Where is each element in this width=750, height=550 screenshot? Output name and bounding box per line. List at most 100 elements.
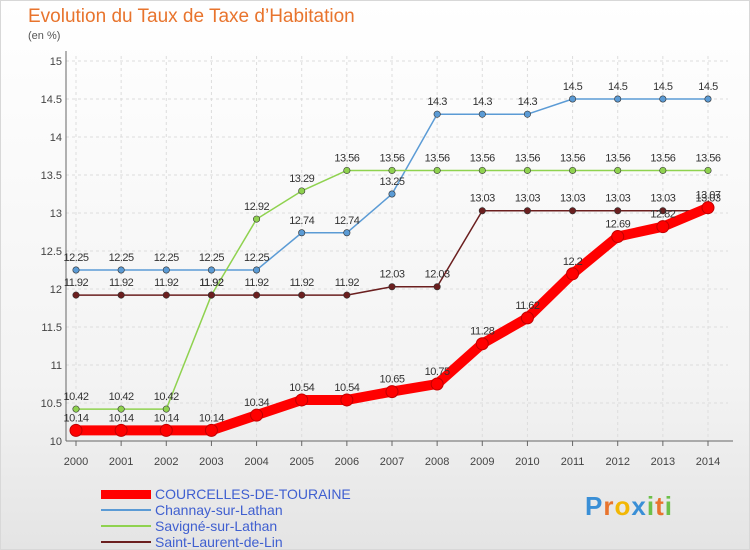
data-label: 10.14: [199, 412, 224, 424]
data-point: [659, 207, 667, 215]
data-point: [611, 230, 625, 244]
data-label: 14.3: [518, 96, 538, 108]
data-label: 13.03: [470, 193, 495, 205]
data-label: 13.56: [560, 152, 585, 164]
data-point: [659, 166, 667, 174]
legend-item: Savigné-sur-Lathan: [101, 518, 351, 534]
x-tick-label: 2014: [696, 456, 720, 468]
data-label: 14.5: [653, 81, 673, 93]
data-point: [204, 423, 218, 437]
data-point: [523, 166, 531, 174]
data-label: 12.03: [379, 269, 404, 281]
data-point: [298, 291, 306, 299]
data-point: [433, 283, 441, 291]
data-point: [343, 291, 351, 299]
data-point: [117, 405, 125, 413]
data-label: 13.03: [695, 193, 720, 205]
data-label: 13.56: [379, 152, 404, 164]
y-tick-label: 14: [50, 132, 62, 144]
data-point: [253, 291, 261, 299]
legend-label: Saint-Laurent-de-Lin: [155, 534, 283, 550]
data-label: 12.25: [154, 252, 179, 264]
data-point: [117, 291, 125, 299]
data-label: 12.69: [605, 219, 630, 231]
logo-letter: o: [614, 491, 632, 521]
data-point: [430, 377, 444, 391]
data-label: 13.07: [695, 190, 720, 202]
data-label: 13.03: [650, 193, 675, 205]
x-tick-label: 2013: [651, 456, 675, 468]
data-label: 13.03: [515, 193, 540, 205]
data-label: 13.56: [515, 152, 540, 164]
data-label: 14.3: [473, 96, 493, 108]
y-tick-label: 13.5: [41, 170, 62, 182]
data-point: [701, 201, 715, 215]
data-label: 13.03: [560, 193, 585, 205]
data-point: [478, 207, 486, 215]
data-label: 10.14: [154, 412, 179, 424]
data-label: 10.54: [289, 382, 314, 394]
data-label: 11.92: [154, 277, 179, 289]
data-label: 12.74: [334, 215, 359, 227]
y-tick-label: 11: [51, 360, 62, 372]
data-point: [72, 405, 80, 413]
data-label: 11.28: [470, 326, 495, 338]
data-label: 10.14: [63, 412, 88, 424]
data-point: [569, 95, 577, 103]
x-tick-label: 2007: [380, 456, 404, 468]
data-point: [523, 207, 531, 215]
data-label: 11.92: [199, 277, 224, 289]
data-point: [159, 423, 173, 437]
data-label: 10.75: [425, 366, 450, 378]
data-point: [385, 385, 399, 399]
y-tick-label: 15: [50, 56, 62, 68]
data-point: [298, 229, 306, 237]
data-label: 13.56: [470, 152, 495, 164]
data-point: [704, 95, 712, 103]
legend-item: COURCELLES-DE-TOURAINE: [101, 486, 351, 502]
data-point: [162, 266, 170, 274]
data-point: [298, 187, 306, 195]
data-point: [388, 190, 396, 198]
logo-letter: x: [631, 491, 647, 521]
x-tick-label: 2004: [244, 456, 268, 468]
data-label: 11.62: [515, 300, 540, 312]
y-tick-label: 12: [50, 284, 62, 296]
data-label: 13.03: [605, 193, 630, 205]
data-label: 11.92: [290, 277, 315, 289]
data-point: [433, 110, 441, 118]
legend-label: Savigné-sur-Lathan: [155, 518, 278, 534]
data-label: 13.56: [650, 152, 675, 164]
data-point: [207, 266, 215, 274]
logo-letter: r: [603, 491, 615, 521]
data-point: [566, 267, 580, 281]
data-label: 14.5: [608, 81, 628, 93]
data-label: 10.42: [109, 391, 134, 403]
x-tick-label: 2000: [64, 456, 88, 468]
y-tick-label: 11.5: [41, 322, 62, 334]
legend-swatch: [101, 489, 151, 499]
data-point: [569, 166, 577, 174]
data-point: [250, 408, 264, 422]
line-chart: 10 10.5 11 11.5 12 12.5 13 13.5 14 14.5 15 2000 2001…: [41, 51, 733, 468]
data-label: 11.92: [244, 277, 269, 289]
data-point: [295, 393, 309, 407]
x-tick-label: 2009: [470, 456, 494, 468]
y-tick-label: 14.5: [41, 94, 62, 106]
data-point: [659, 95, 667, 103]
logo-letter: i: [646, 491, 656, 521]
data-label: 10.54: [334, 382, 359, 394]
legend-label: Channay-sur-Lathan: [155, 502, 283, 518]
data-point: [343, 166, 351, 174]
data-point: [614, 166, 622, 174]
legend-swatch: [101, 525, 151, 527]
legend-swatch: [101, 509, 151, 511]
chart-legend: COURCELLES-DE-TOURAINE Channay-sur-Lathan…: [101, 486, 351, 550]
data-label: 13.29: [289, 173, 314, 185]
data-point: [478, 166, 486, 174]
data-point: [72, 266, 80, 274]
data-label: 13.56: [425, 152, 450, 164]
x-tick-label: 2008: [425, 456, 449, 468]
x-tick-label: 2002: [154, 456, 178, 468]
